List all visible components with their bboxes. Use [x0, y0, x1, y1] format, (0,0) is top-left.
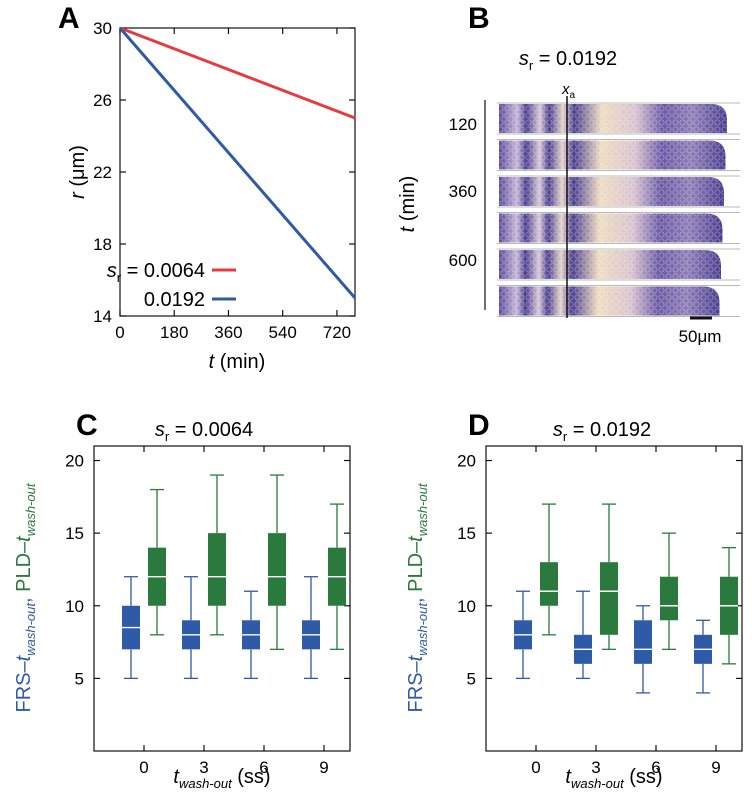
legend-entry-0192: 0.0192: [144, 289, 205, 311]
panel-c-ytick-label: 15: [65, 524, 84, 543]
panel-c-xtick-label: 9: [319, 758, 328, 777]
panel-label-a: A: [58, 2, 80, 35]
panel-d-box-plot: sr = 0.0192 5 10 15 20 0 3 6 9 twash-out (ss) F…: [405, 419, 743, 791]
panel-c-box-plot: sr = 0.0064 5 10 15 20 0 3 6 9 twash-out (ss) F…: [13, 419, 351, 791]
panel-a-ytick-label: 30: [93, 19, 112, 38]
panel-d-pld-box-3: [600, 562, 618, 635]
panel-b-time-600: 600: [449, 251, 477, 270]
panel-d-axes-frame: [485, 445, 743, 752]
panel-a-ytick-label: 14: [93, 307, 112, 326]
panel-d-xtick-label: 6: [651, 758, 660, 777]
panel-a-line-chart: 0 180 360 540 720 14 18 22 26 30 t (min) r (μm) s…: [67, 19, 357, 373]
panel-d-ytick-label: 10: [457, 597, 476, 616]
tissue-strip-cells: [499, 104, 727, 133]
panel-d-frs-box-6: [634, 620, 652, 664]
panel-label-d: D: [468, 409, 490, 442]
panel-c-xtick-label: 6: [259, 758, 268, 777]
panel-c-boxes: [122, 474, 346, 680]
panel-d-ytick-label: 20: [457, 452, 476, 471]
panel-a-ytick-label: 26: [93, 91, 112, 110]
panel-d-xtick-label: 0: [531, 758, 540, 777]
panel-c-pld-box-6: [268, 533, 286, 606]
panel-d-xtick-label: 9: [711, 758, 720, 777]
panel-d-boxes: [514, 503, 738, 694]
panel-d-pld-box-0: [540, 562, 558, 606]
panel-a-ytick-label: 18: [93, 235, 112, 254]
panel-a-xtick-label: 540: [269, 323, 297, 342]
panel-b-time-120: 120: [449, 115, 477, 134]
legend-entry-0064: sr = 0.0064: [107, 260, 205, 285]
panel-a-ylabel: r (μm): [67, 145, 89, 199]
panel-a-xtick-label: 0: [115, 323, 124, 342]
panel-a-xlabel: t (min): [209, 351, 266, 373]
panel-b-kymograph: sr = 0.0192 xa 120 360 600 t (min) 50μm: [397, 48, 740, 346]
panel-c-title: sr = 0.0064: [155, 419, 253, 444]
panel-a-xtick-label: 180: [160, 323, 188, 342]
panel-c-ticks: 5 10 15 20 0 3 6 9: [65, 446, 350, 777]
panel-label-b: B: [468, 2, 490, 35]
panel-b-time-360: 360: [449, 182, 477, 201]
panel-b-strips: [497, 102, 740, 317]
tissue-strip-cells: [499, 286, 720, 316]
panel-b-scale-label: 50μm: [679, 327, 722, 346]
panel-a-legend: sr = 0.0064 0.0192: [107, 260, 236, 311]
tissue-strip-cells: [499, 140, 726, 170]
panel-c-ytick-label: 20: [65, 452, 84, 471]
panel-a-series: [118, 26, 357, 299]
panel-label-c: C: [76, 409, 98, 442]
panel-d-ytick-label: 15: [457, 524, 476, 543]
panel-c-xtick-label: 0: [139, 758, 148, 777]
panel-d-pld-box-6: [660, 576, 678, 621]
panel-c-ylabel: FRS–twash-out, PLD–twash-out: [13, 482, 38, 712]
tissue-strip-cells: [499, 250, 721, 279]
panel-c-xlabel: twash-out (ss): [173, 766, 270, 791]
panel-d-ytick-label: 5: [467, 669, 476, 688]
panel-c-ytick-label: 10: [65, 597, 84, 616]
panel-d-xtick-label: 3: [591, 758, 600, 777]
panel-c-xtick-label: 3: [199, 758, 208, 777]
panel-d-xlabel: twash-out (ss): [565, 766, 662, 791]
panel-d-ylabel: FRS–twash-out, PLD–twash-out: [405, 482, 430, 712]
panel-a-xtick-label: 720: [323, 323, 351, 342]
panel-c-pld-box-3: [208, 533, 226, 606]
panel-a-xtick-label: 360: [214, 323, 242, 342]
panel-a-ticks: 0 180 360 540 720 14 18 22 26 30: [93, 19, 355, 342]
panel-b-title: sr = 0.0192: [519, 48, 617, 73]
panel-a-series-line-0.0064: [119, 26, 356, 120]
panel-b-ylabel: t (min): [397, 176, 419, 233]
panel-d-title: sr = 0.0192: [553, 419, 651, 444]
panel-c-ytick-label: 5: [75, 669, 84, 688]
tissue-strip-cells: [499, 177, 724, 206]
panel-b-marker-label: xa: [561, 81, 576, 101]
panel-d-ticks: 5 10 15 20 0 3 6 9: [457, 446, 742, 777]
panel-a-ytick-label: 22: [93, 163, 112, 182]
panel-a-series-line-0.0192: [118, 27, 357, 299]
panel-c-axes-frame: [93, 445, 351, 752]
tissue-strip-cells: [499, 213, 723, 243]
